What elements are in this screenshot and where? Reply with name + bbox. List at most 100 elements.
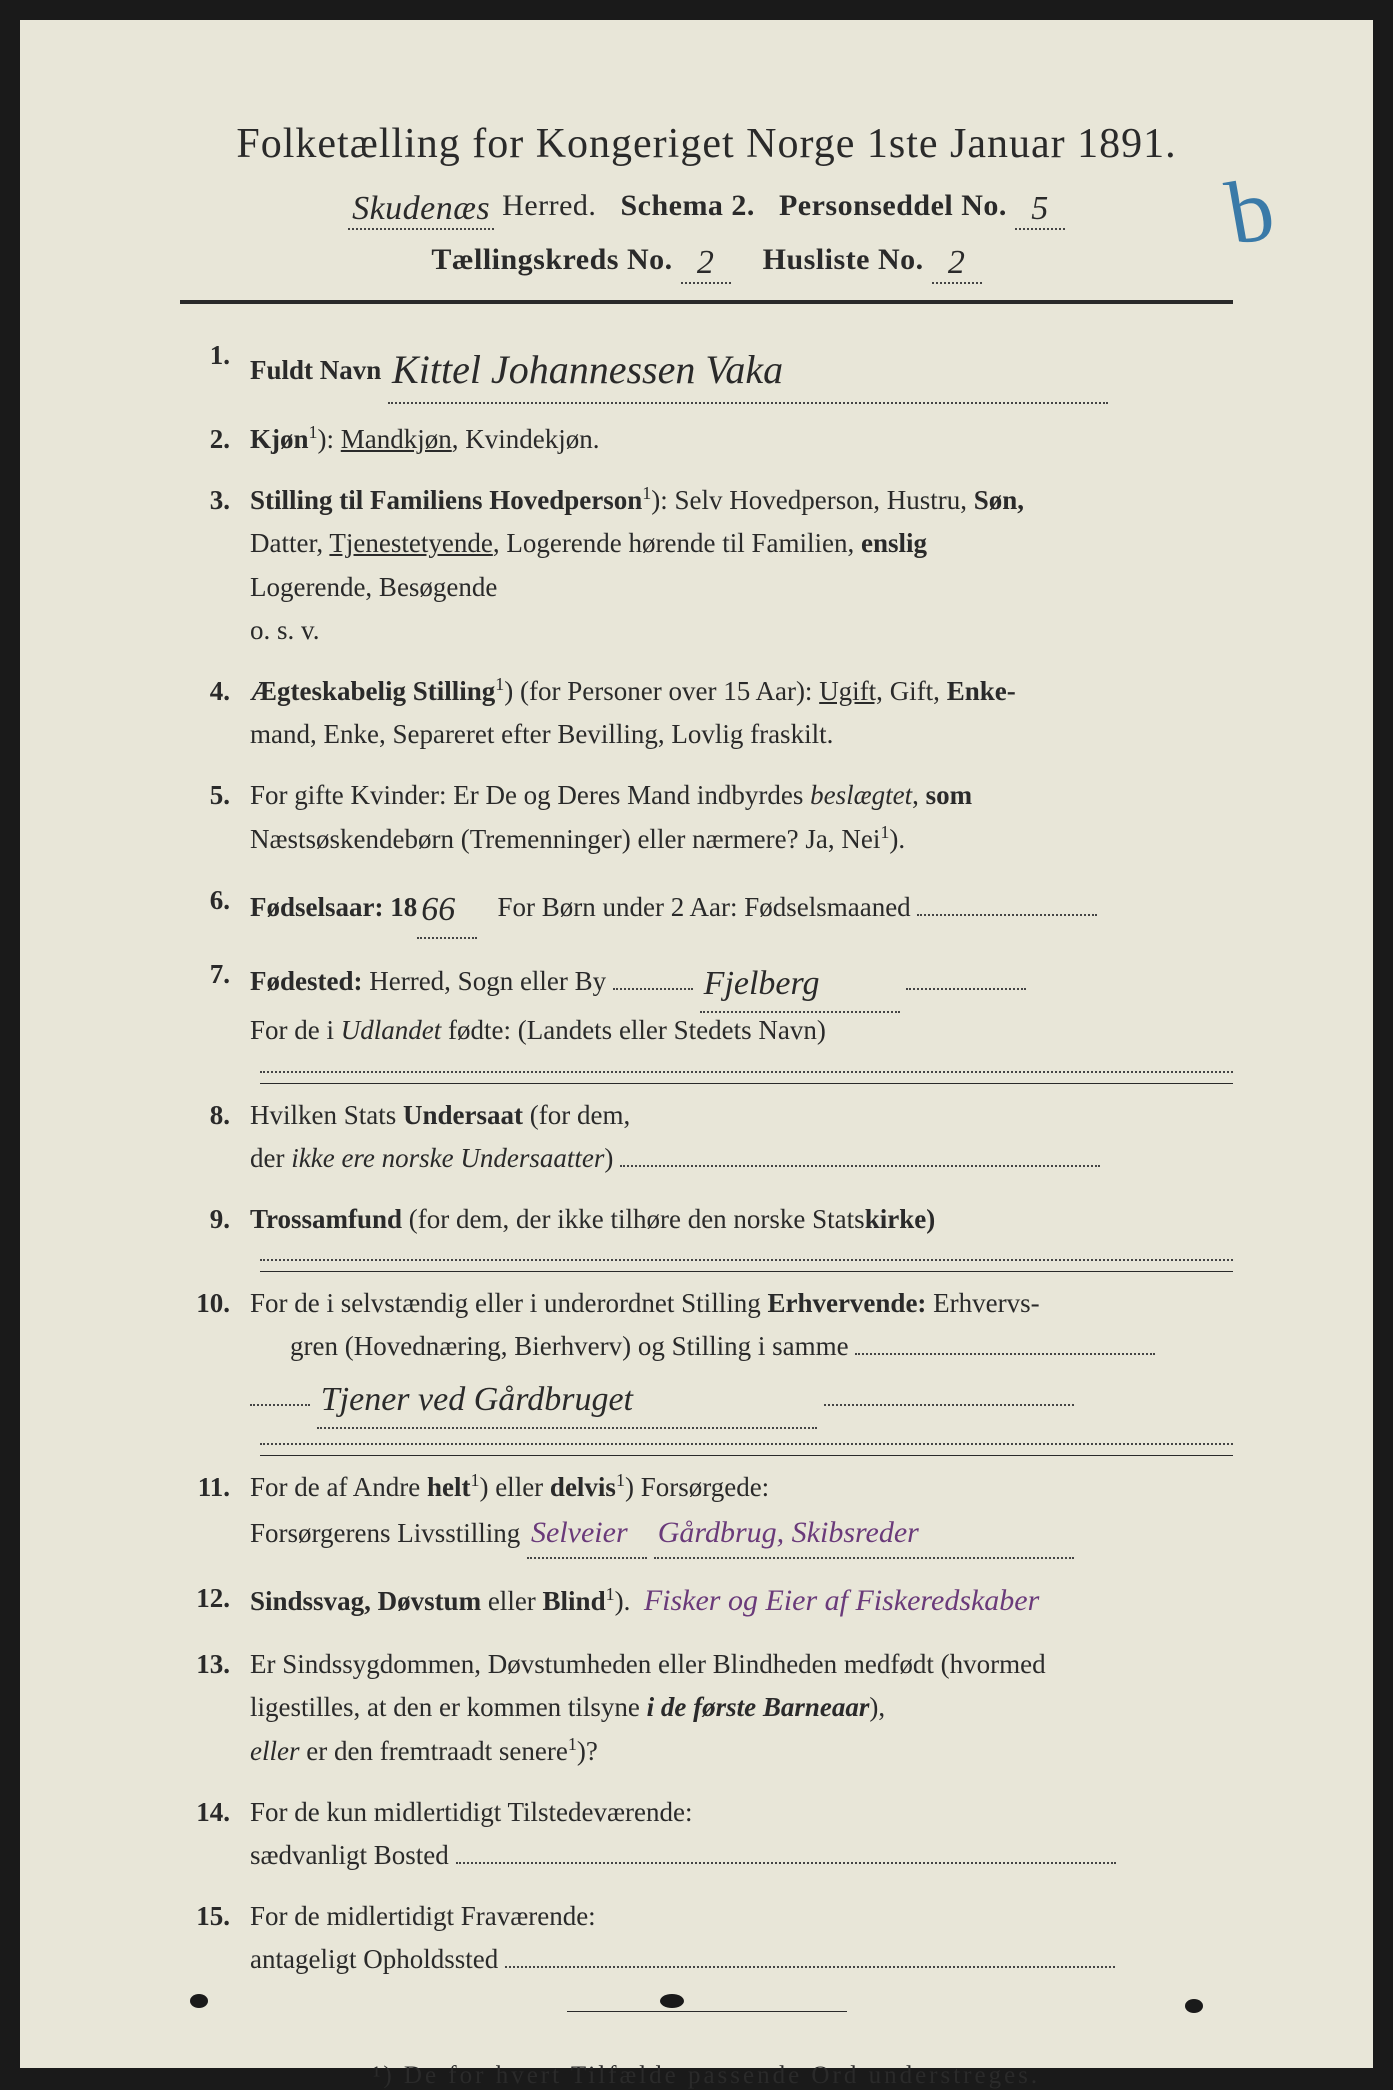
- husliste-label: Husliste No.: [763, 243, 924, 276]
- item-number: 11.: [180, 1466, 250, 1559]
- item-content: Hvilken Stats Undersaat (for dem, der ik…: [250, 1094, 1233, 1180]
- item-7: 7. Fødested: Herred, Sogn eller By Fjelb…: [180, 953, 1233, 1053]
- text: For de i: [250, 1015, 341, 1045]
- provider-value-2: Gårdbrug, Skibsreder: [654, 1509, 1074, 1559]
- dotted-rule: [260, 1071, 1233, 1073]
- dotfill: [613, 988, 693, 990]
- ink-dot: [190, 1994, 208, 2008]
- item-content: Kjøn1): Mandkjøn, Kvindekjøn.: [250, 418, 1233, 461]
- text: , Logerende hørende til Familien,: [493, 528, 861, 558]
- text-bold: Enke-: [947, 676, 1016, 706]
- item-number: 2.: [180, 418, 250, 461]
- text: eller: [488, 1586, 543, 1616]
- bold: kirke): [865, 1204, 936, 1234]
- item-number: 9.: [180, 1198, 250, 1241]
- dotted-rule: [260, 1259, 1233, 1261]
- italic: Udlandet: [341, 1015, 442, 1045]
- thin-rule: [260, 1271, 1233, 1272]
- text: ): [604, 1143, 613, 1173]
- item-8: 8. Hvilken Stats Undersaat (for dem, der…: [180, 1094, 1233, 1180]
- name-value: Kittel Johannessen Vaka: [388, 338, 1108, 404]
- item-number: 10.: [180, 1282, 250, 1425]
- item-number: 6.: [180, 879, 250, 935]
- sex-underlined: Mandkjøn: [341, 424, 452, 454]
- italic: i de første Barneaar: [647, 1692, 870, 1722]
- item-number: 14.: [180, 1791, 250, 1877]
- birthplace-value: Fjelberg: [700, 957, 900, 1013]
- kreds-label: Tællingskreds No.: [431, 243, 672, 276]
- italic: eller: [250, 1736, 299, 1766]
- label: Fuldt Navn: [250, 355, 381, 385]
- header-line-2: Tællingskreds No. 2 Husliste No. 2: [180, 240, 1233, 280]
- text: mand, Enke, Separeret efter Bevilling, L…: [250, 719, 833, 749]
- census-form-page: b Folketælling for Kongeriget Norge 1ste…: [20, 20, 1373, 2068]
- italic: beslægtet: [810, 780, 912, 810]
- footnote: ¹) De for hvert Tilfælde passende Ord un…: [180, 2062, 1233, 2090]
- text: (for dem,: [530, 1100, 630, 1130]
- text: ,: [912, 780, 926, 810]
- text: (for Personer over 15 Aar):: [520, 676, 819, 706]
- bold: delvis: [550, 1472, 616, 1502]
- item-content: For de midlertidigt Fraværende: antageli…: [250, 1895, 1233, 1981]
- text: For de kun midlertidigt Tilstedeværende:: [250, 1797, 692, 1827]
- occupation-value: Tjener ved Gårdbruget: [317, 1373, 817, 1429]
- dotfill: [250, 1404, 310, 1406]
- text: For de af Andre: [250, 1472, 427, 1502]
- item-3: 3. Stilling til Familiens Hovedperson1):…: [180, 479, 1233, 652]
- marital-underlined: Ugift,: [819, 676, 883, 706]
- item-number: 1.: [180, 334, 250, 400]
- label: Fødested:: [250, 966, 362, 996]
- item-content: For de af Andre helt1) eller delvis1) Fo…: [250, 1466, 1233, 1559]
- text: antageligt Opholdssted: [250, 1944, 498, 1974]
- item-number: 15.: [180, 1895, 250, 1981]
- footnote-rule: [567, 2011, 847, 2012]
- dotted-rule: [260, 1443, 1233, 1445]
- item-5: 5. For gifte Kvinder: Er De og Deres Man…: [180, 774, 1233, 860]
- bold: Undersaat: [403, 1100, 523, 1130]
- dotfill: [855, 1353, 1155, 1355]
- text: gren (Hovednæring, Bierhverv) og Stillin…: [250, 1331, 849, 1361]
- item-content: For de i selvstændig eller i underordnet…: [250, 1282, 1233, 1425]
- text: Datter,: [250, 528, 329, 558]
- dotfill: [456, 1862, 1116, 1864]
- label: Kjøn: [250, 424, 309, 454]
- disability-note: Fisker og Eier af Fiskeredskaber: [644, 1584, 1039, 1617]
- husliste-value: 2: [932, 244, 982, 284]
- item-content: Sindssvag, Døvstum eller Blind1). Fisker…: [250, 1577, 1233, 1625]
- text: For de i selvstændig eller i underordnet…: [250, 1288, 767, 1318]
- label: Ægteskabelig Stilling: [250, 676, 495, 706]
- item-number: 8.: [180, 1094, 250, 1180]
- text: Forsørgede:: [641, 1472, 770, 1502]
- text: Erhvervs-: [933, 1288, 1039, 1318]
- personseddel-label: Personseddel No.: [779, 189, 1007, 222]
- schema-label: Schema 2.: [620, 189, 755, 222]
- item-14: 14. For de kun midlertidigt Tilstedevære…: [180, 1791, 1233, 1877]
- text: (for dem, der ikke tilhøre den norske St…: [409, 1204, 865, 1234]
- ink-dot: [1185, 1999, 1203, 2013]
- ink-dot: [660, 1994, 684, 2008]
- text: Næstsøskendebørn (Tremenninger) eller næ…: [250, 824, 880, 854]
- bold: Erhvervende:: [767, 1288, 926, 1318]
- text: Hvilken Stats: [250, 1100, 403, 1130]
- text: For gifte Kvinder: Er De og Deres Mand i…: [250, 780, 810, 810]
- text: der: [250, 1143, 291, 1173]
- item-content: For gifte Kvinder: Er De og Deres Mand i…: [250, 774, 1233, 860]
- text: sædvanligt Bosted: [250, 1840, 449, 1870]
- main-title: Folketælling for Kongeriget Norge 1ste J…: [180, 120, 1233, 168]
- text: fødte: (Landets eller Stedets Navn): [448, 1015, 826, 1045]
- dotfill: [505, 1966, 1115, 1968]
- dotfill: [917, 914, 1097, 916]
- herred-label: Herred.: [502, 189, 596, 222]
- item-1: 1. Fuldt Navn Kittel Johannessen Vaka: [180, 334, 1233, 400]
- item-15: 15. For de midlertidigt Fraværende: anta…: [180, 1895, 1233, 1981]
- kreds-value: 2: [681, 244, 731, 284]
- bold: Blind: [543, 1586, 606, 1616]
- label: Stilling til Familiens Hovedperson: [250, 485, 642, 515]
- bold: Trossamfund: [250, 1204, 402, 1234]
- item-number: 7.: [180, 953, 250, 1053]
- text: Er Sindssygdommen, Døvstumheden eller Bl…: [250, 1649, 1046, 1679]
- thin-rule: [260, 1083, 1233, 1084]
- text: er den fremtraadt senere: [306, 1736, 568, 1766]
- item-number: 13.: [180, 1643, 250, 1773]
- item-number: 3.: [180, 479, 250, 652]
